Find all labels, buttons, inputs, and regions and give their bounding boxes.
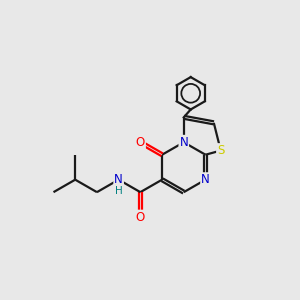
Text: O: O — [136, 136, 145, 149]
Text: N: N — [179, 136, 188, 149]
Text: O: O — [136, 211, 145, 224]
Text: S: S — [217, 144, 224, 157]
Text: N: N — [114, 173, 123, 186]
Text: N: N — [201, 173, 210, 186]
Text: H: H — [115, 186, 122, 196]
